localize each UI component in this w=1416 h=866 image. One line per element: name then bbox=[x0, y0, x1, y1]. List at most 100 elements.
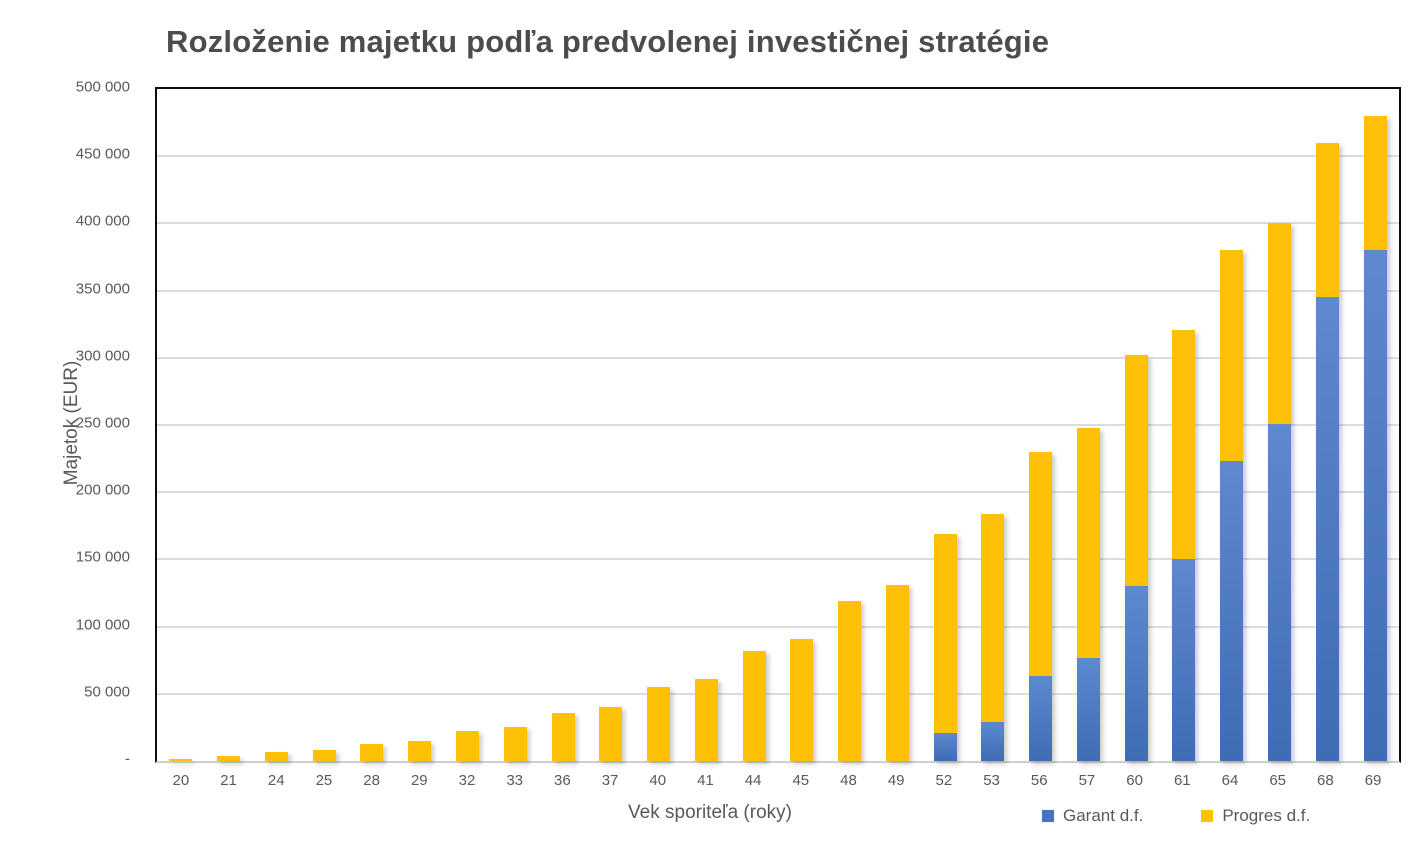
bar-segment-progres bbox=[599, 707, 623, 761]
y-tick-label: 250 000 bbox=[75, 414, 130, 432]
x-tick-label: 56 bbox=[1030, 772, 1048, 789]
bar-segment-garant bbox=[1172, 558, 1196, 761]
bar-stack-age-20 bbox=[169, 758, 193, 761]
x-tick-label: 29 bbox=[410, 772, 428, 789]
bar-segment-progres bbox=[838, 601, 862, 761]
legend-swatch-garant-icon bbox=[1042, 810, 1054, 822]
gridline bbox=[157, 289, 1399, 292]
bar-slot-age-40 bbox=[635, 89, 683, 761]
bar-segment-garant bbox=[1267, 423, 1291, 761]
bar-stack-age-53 bbox=[981, 513, 1005, 761]
gridline bbox=[157, 692, 1399, 695]
bar-slot-age-24 bbox=[253, 89, 301, 761]
bar-stack-age-32 bbox=[455, 730, 479, 761]
x-tick-label: 32 bbox=[458, 772, 476, 789]
bar-segment-garant bbox=[1363, 249, 1387, 761]
bar-stack-age-69 bbox=[1363, 115, 1387, 761]
bar-segment-progres bbox=[1363, 115, 1387, 250]
legend-item-progres: Progres d.f. bbox=[1201, 806, 1310, 826]
bar-segment-garant bbox=[1124, 586, 1148, 761]
bar-segment-progres bbox=[1076, 427, 1100, 658]
x-tick-label: 57 bbox=[1078, 772, 1096, 789]
gridline bbox=[157, 222, 1399, 225]
bar-stack-age-48 bbox=[838, 601, 862, 761]
bar-slot-age-21 bbox=[205, 89, 253, 761]
x-tick-label: 41 bbox=[697, 772, 714, 789]
bar-segment-progres bbox=[503, 726, 527, 761]
bar-slot-age-20 bbox=[157, 89, 205, 761]
bar-segment-garant bbox=[981, 722, 1005, 761]
bar-segment-progres bbox=[455, 730, 479, 761]
bar-segment-garant bbox=[1029, 676, 1053, 761]
x-tick-label: 20 bbox=[172, 772, 190, 789]
bar-stack-age-65 bbox=[1267, 223, 1291, 761]
bar-stack-age-60 bbox=[1124, 355, 1148, 761]
gridline bbox=[157, 155, 1399, 158]
x-tick-label: 65 bbox=[1269, 772, 1286, 789]
gridline bbox=[157, 491, 1399, 494]
x-tick-label: 44 bbox=[744, 772, 762, 789]
bar-slot-age-56 bbox=[1017, 89, 1065, 761]
bar-stack-age-24 bbox=[264, 751, 288, 761]
bar-slot-age-28 bbox=[348, 89, 396, 761]
plot-area bbox=[155, 87, 1401, 763]
bar-slot-age-53 bbox=[969, 89, 1017, 761]
x-axis-title: Vek sporiteľa (roky) bbox=[628, 802, 792, 823]
bar-slot-age-65 bbox=[1256, 89, 1304, 761]
x-axis-tick-labels: 20 21 24 25 28 29 32 33 36 37 40 41 44 45 48 49 52 53 56 57… bbox=[157, 772, 1397, 789]
bar-stack-age-57 bbox=[1076, 427, 1100, 761]
bar-segment-progres bbox=[551, 713, 575, 761]
bar-segment-progres bbox=[169, 758, 193, 761]
bar-slot-age-41 bbox=[682, 89, 730, 761]
bar-slot-age-69 bbox=[1351, 89, 1399, 761]
bar-segment-progres bbox=[1267, 223, 1291, 424]
x-tick-label: 52 bbox=[935, 772, 953, 789]
bar-segment-progres bbox=[1029, 451, 1053, 677]
bar-slot-age-45 bbox=[778, 89, 826, 761]
x-tick-label: 60 bbox=[1126, 772, 1143, 789]
bar-slot-age-32 bbox=[444, 89, 492, 761]
x-tick-label: 36 bbox=[554, 772, 571, 789]
bar-stack-age-36 bbox=[551, 713, 575, 761]
bar-slot-age-49 bbox=[873, 89, 921, 761]
bar-segment-progres bbox=[885, 584, 909, 761]
bar-segment-progres bbox=[933, 533, 957, 733]
bar-segment-progres bbox=[790, 639, 814, 761]
bar-slot-age-37 bbox=[587, 89, 635, 761]
chart-title: Rozloženie majetku podľa predvolenej inv… bbox=[166, 24, 1050, 59]
bar-segment-progres bbox=[647, 687, 671, 761]
x-tick-label: 40 bbox=[649, 772, 667, 789]
x-tick-label: 45 bbox=[792, 772, 810, 789]
x-tick-label: 37 bbox=[601, 772, 619, 789]
bar-slot-age-60 bbox=[1112, 89, 1160, 761]
bar-segment-progres bbox=[1315, 142, 1339, 298]
x-tick-label: 25 bbox=[315, 772, 333, 789]
y-tick-label: 200 000 bbox=[75, 481, 130, 499]
bar-stack-age-49 bbox=[885, 584, 909, 761]
bar-segment-progres bbox=[981, 513, 1005, 723]
bar-stack-age-29 bbox=[408, 740, 432, 761]
bar-stack-age-64 bbox=[1220, 250, 1244, 761]
bar-stack-age-25 bbox=[312, 749, 336, 761]
x-tick-label: 68 bbox=[1317, 772, 1334, 789]
x-tick-label: 24 bbox=[267, 772, 285, 789]
bar-stack-age-44 bbox=[742, 650, 766, 761]
bar-segment-progres bbox=[1124, 355, 1148, 587]
x-tick-label: 21 bbox=[220, 772, 237, 789]
bar-segment-progres bbox=[312, 749, 336, 761]
y-tick-label: 400 000 bbox=[75, 212, 130, 230]
y-tick-label: 50 000 bbox=[84, 683, 130, 701]
x-tick-label: 61 bbox=[1173, 772, 1191, 789]
x-tick-label: 28 bbox=[363, 772, 380, 789]
bar-slot-age-61 bbox=[1160, 89, 1208, 761]
y-axis-tick-labels: - 50 000 100 000 150 000 200 000 250 000 300 0… bbox=[0, 79, 140, 768]
bar-segment-garant bbox=[1315, 297, 1339, 761]
bar-stack-age-33 bbox=[503, 726, 527, 761]
bar-slot-age-33 bbox=[491, 89, 539, 761]
legend: Garant d.f. Progres d.f. bbox=[1042, 806, 1310, 826]
x-tick-label: 69 bbox=[1364, 772, 1382, 789]
x-tick-label: 33 bbox=[506, 772, 523, 789]
bar-slot-age-29 bbox=[396, 89, 444, 761]
bar-segment-garant bbox=[1220, 461, 1244, 761]
bar-segment-progres bbox=[1220, 250, 1244, 462]
